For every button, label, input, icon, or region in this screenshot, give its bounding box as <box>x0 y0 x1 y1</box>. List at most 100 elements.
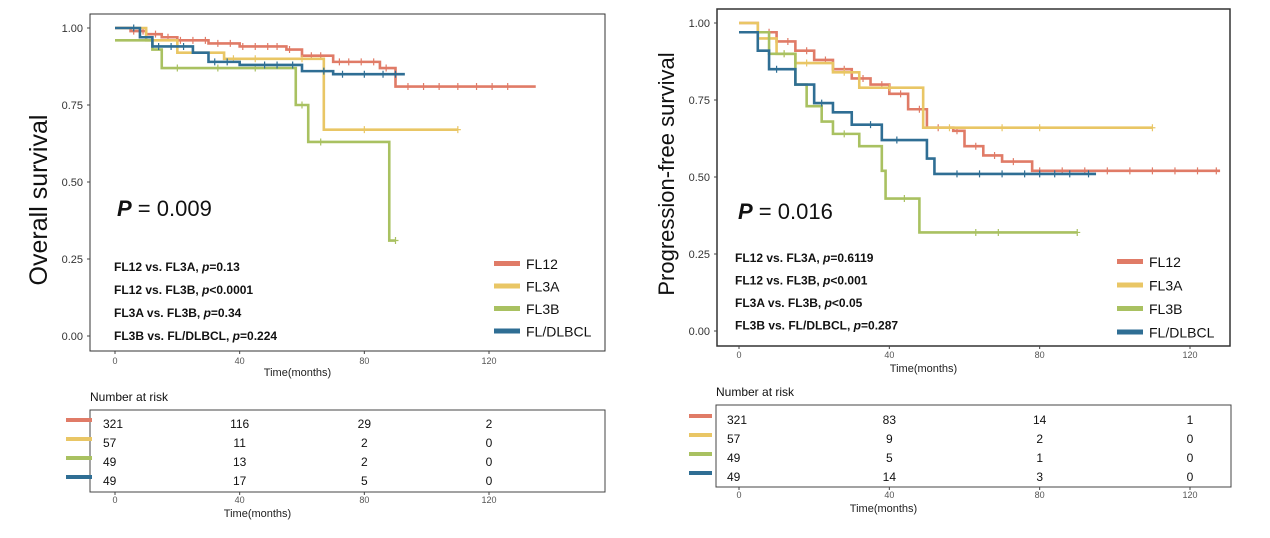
risk-cell: 2 <box>361 455 368 469</box>
risk-cell: 17 <box>233 474 247 488</box>
series-line-fl12 <box>115 26 536 88</box>
risk-cell: 5 <box>361 474 368 488</box>
censor-mark <box>289 61 296 69</box>
censor-mark <box>1126 167 1133 175</box>
y-tick-label: 0.50 <box>689 172 710 184</box>
legend: FL12 FL3A FL3B FL/DLBCL <box>1117 254 1215 341</box>
censor-mark <box>299 101 305 109</box>
censor-mark <box>361 70 368 78</box>
y-tick-label: 0.25 <box>62 254 83 266</box>
risk-cell: 0 <box>1187 470 1194 484</box>
risk-row-key-fl12 <box>66 418 92 422</box>
legend-label: FL3B <box>526 301 559 317</box>
risk-cell: 2 <box>361 436 368 450</box>
comparison-text: FL3A vs. FL3B, p<0.05 <box>735 296 863 310</box>
risk-cell: 2 <box>486 417 493 431</box>
y-tick-label: 0.75 <box>62 100 83 112</box>
censor-mark <box>436 83 443 91</box>
comparison-pair: FL12 vs. FL3B, <box>735 274 823 288</box>
censor-mark <box>227 39 234 47</box>
comparison-p: p <box>822 274 830 288</box>
p-value-text: P = 0.016 <box>738 199 833 224</box>
censor-mark <box>1104 167 1111 175</box>
risk-cell: 14 <box>1033 413 1047 427</box>
comparison-p: p <box>201 283 209 297</box>
censor-mark <box>1036 170 1043 178</box>
censor-mark <box>991 151 998 159</box>
censor-mark <box>901 195 908 203</box>
censor-mark <box>893 136 900 144</box>
x-tick-label: 0 <box>736 350 741 360</box>
risk-row-key-fl3a <box>689 433 712 437</box>
censor-mark <box>1010 158 1017 166</box>
censor-mark <box>972 142 979 150</box>
x-tick-label: 80 <box>359 356 369 366</box>
risk-x-axis-label: Time(months) <box>850 503 917 515</box>
legend-key-fl3b <box>494 306 520 311</box>
risk-table: Number at risk 321 83 14 1 57 9 2 0 49 5 1 0 49 14 3 0 0 4… <box>689 385 1232 515</box>
censor-mark <box>976 170 983 178</box>
comparison-p: p <box>824 296 832 310</box>
risk-cell: 83 <box>883 413 897 427</box>
legend-label: FL12 <box>1149 254 1181 270</box>
y-tick-label: 1.00 <box>62 23 83 35</box>
censor-mark <box>489 83 496 91</box>
censor-mark <box>380 70 387 78</box>
y-tick-label: 0.50 <box>62 177 83 189</box>
risk-cell: 0 <box>486 455 493 469</box>
series-line-fldlbcl <box>739 30 1097 176</box>
comparison-p: p <box>822 251 830 265</box>
risk-x-tick-label: 40 <box>884 490 894 500</box>
censor-mark <box>320 67 327 75</box>
x-axis-label: Time(months) <box>890 363 957 375</box>
censor-mark <box>1194 167 1201 175</box>
risk-row-key-fl3a <box>66 437 92 441</box>
censor-mark <box>202 36 209 44</box>
censor-mark <box>803 47 810 55</box>
risk-cell: 1 <box>1187 413 1194 427</box>
censor-mark <box>781 50 788 58</box>
censor-mark <box>818 99 825 107</box>
censor-mark <box>261 61 268 69</box>
censor-mark <box>180 42 187 50</box>
legend-label: FL3A <box>1149 278 1183 294</box>
censor-mark <box>189 36 196 44</box>
risk-table-title: Number at risk <box>716 385 795 399</box>
chart-panel-2: 0.000.250.500.751.000 40 80 120Time(months)… <box>654 8 1232 515</box>
censor-mark <box>999 124 1006 132</box>
censor-mark <box>1149 167 1156 175</box>
censor-mark <box>299 55 305 63</box>
censor-mark <box>274 61 281 69</box>
risk-row-key-fldlbcl <box>689 471 712 475</box>
censor-mark <box>370 58 377 66</box>
censor-mark <box>803 59 810 67</box>
censor-mark <box>1021 170 1028 178</box>
comparison-text: FL12 vs. FL3A, p=0.13 <box>114 260 240 274</box>
risk-x-axis-label: Time(months) <box>224 508 291 520</box>
censor-mark <box>473 83 480 91</box>
censor-mark <box>999 170 1006 178</box>
censor-mark <box>1085 170 1092 178</box>
y-tick-label: 0.25 <box>689 249 710 261</box>
censor-mark <box>174 64 181 72</box>
legend-key-fldlbcl <box>1117 329 1143 335</box>
comparison-p: p <box>232 329 240 343</box>
x-axis-label: Time(months) <box>264 367 331 379</box>
legend-label: FL/DLBCL <box>1149 325 1215 341</box>
risk-cell: 49 <box>103 455 117 469</box>
risk-row-key-fl3b <box>66 456 92 460</box>
censor-mark <box>946 124 953 132</box>
censor-mark <box>392 70 399 78</box>
risk-cell: 116 <box>230 417 249 431</box>
legend-key-fl12 <box>494 261 520 266</box>
risk-cell: 3 <box>1036 470 1043 484</box>
legend-key-fl3b <box>1117 306 1143 311</box>
censor-mark <box>339 70 346 78</box>
legend-label: FL/DLBCL <box>526 324 592 340</box>
censor-mark <box>214 39 221 47</box>
risk-cell: 5 <box>886 451 893 465</box>
x-tick-label: 40 <box>235 356 245 366</box>
censor-mark <box>392 237 399 245</box>
comparison-text: FL3B vs. FL/DLBCL, p=0.287 <box>735 319 898 333</box>
series-line-fl3b <box>115 39 396 242</box>
